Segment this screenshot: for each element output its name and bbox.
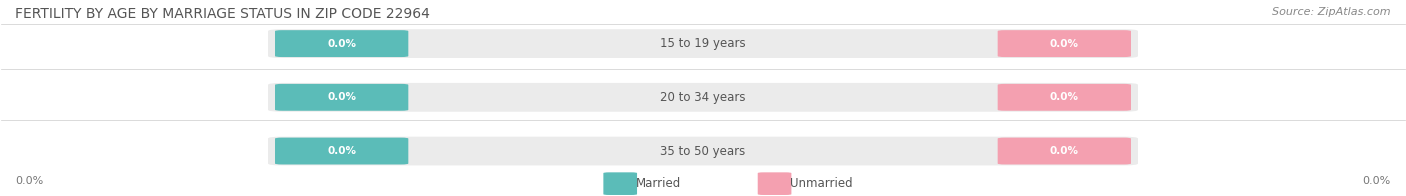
FancyBboxPatch shape xyxy=(269,29,1137,58)
FancyBboxPatch shape xyxy=(276,84,408,111)
FancyBboxPatch shape xyxy=(276,30,408,57)
Text: 0.0%: 0.0% xyxy=(1050,146,1078,156)
Text: 0.0%: 0.0% xyxy=(328,146,356,156)
Text: 0.0%: 0.0% xyxy=(328,39,356,49)
FancyBboxPatch shape xyxy=(276,138,408,164)
FancyBboxPatch shape xyxy=(998,138,1130,164)
Text: 0.0%: 0.0% xyxy=(1362,176,1391,186)
Text: 35 to 50 years: 35 to 50 years xyxy=(661,144,745,158)
Text: 0.0%: 0.0% xyxy=(15,176,44,186)
FancyBboxPatch shape xyxy=(998,30,1130,57)
Text: 0.0%: 0.0% xyxy=(328,92,356,102)
Text: FERTILITY BY AGE BY MARRIAGE STATUS IN ZIP CODE 22964: FERTILITY BY AGE BY MARRIAGE STATUS IN Z… xyxy=(15,7,430,21)
Text: Married: Married xyxy=(636,177,681,190)
Text: Source: ZipAtlas.com: Source: ZipAtlas.com xyxy=(1272,7,1391,17)
FancyBboxPatch shape xyxy=(269,83,1137,112)
FancyBboxPatch shape xyxy=(269,137,1137,165)
Text: 0.0%: 0.0% xyxy=(1050,92,1078,102)
FancyBboxPatch shape xyxy=(758,172,792,195)
FancyBboxPatch shape xyxy=(603,172,637,195)
FancyBboxPatch shape xyxy=(998,84,1130,111)
Text: 0.0%: 0.0% xyxy=(1050,39,1078,49)
Text: 15 to 19 years: 15 to 19 years xyxy=(661,37,745,50)
Text: Unmarried: Unmarried xyxy=(790,177,852,190)
Text: 20 to 34 years: 20 to 34 years xyxy=(661,91,745,104)
